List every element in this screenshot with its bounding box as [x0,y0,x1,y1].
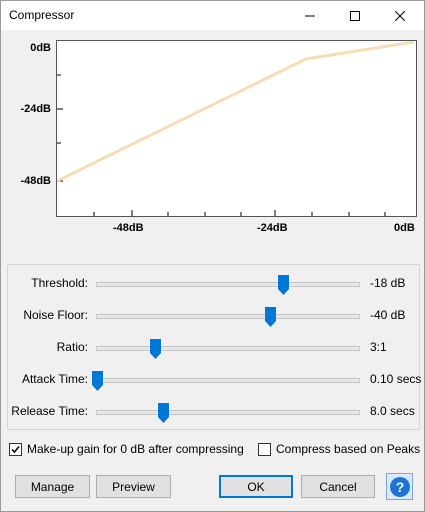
release-time-slider[interactable] [96,403,360,423]
help-button[interactable]: ? [386,473,413,500]
y-axis-label-0db: 0dB [30,42,51,54]
y-axis-label-minus48db: -48dB [20,175,51,187]
noise-floor-value: -40 dB [370,308,406,322]
compress-peaks-checkbox[interactable] [258,442,271,456]
x-ticks [93,210,386,216]
question-icon: ? [389,476,410,497]
noise-floor-row: Noise Floor: -40 dB [8,304,419,328]
attack-time-label: Attack Time: [21,372,88,386]
noise-floor-slider[interactable] [96,307,360,327]
compression-graph-panel: 0dB -24dB -48dB [1,30,424,255]
ratio-row: Ratio: 3:1 [8,336,419,360]
ok-button[interactable]: OK [219,475,293,498]
noise-floor-label: Noise Floor: [23,308,88,322]
manage-button[interactable]: Manage [15,475,90,498]
preview-button[interactable]: Preview [96,475,171,498]
compress-peaks-label[interactable]: Compress based on Peaks [276,442,421,456]
y-ticks [57,74,63,182]
maximize-button[interactable] [332,1,377,30]
checkmark-icon [11,445,20,453]
close-icon [394,10,405,21]
y-axis-label-minus24db: -24dB [20,103,51,115]
release-time-label: Release Time: [11,404,88,418]
maximize-icon [349,10,360,21]
attack-time-value: 0.10 secs [370,372,422,386]
title-bar: Compressor [1,1,424,30]
compress-peaks-option[interactable]: Compress based on Peaks [258,442,420,456]
minimize-icon [304,15,315,16]
attack-time-slider[interactable] [92,371,360,391]
makeup-gain-label[interactable]: Make-up gain for 0 dB after compressing [27,442,244,456]
makeup-gain-option[interactable]: Make-up gain for 0 dB after compressing [9,442,244,456]
threshold-value: -18 dB [370,276,406,290]
attack-time-row: Attack Time: 0.10 secs [8,368,422,392]
makeup-gain-checkbox[interactable] [9,442,22,456]
release-time-slider-thumb[interactable] [157,403,169,423]
release-time-row: Release Time: 8.0 secs [8,400,419,424]
ratio-label: Ratio: [56,340,88,354]
compression-curve-plot [56,40,417,217]
minimize-button[interactable] [287,1,332,30]
compression-curve-svg [56,40,415,216]
x-axis-label-0db: 0dB [394,222,415,234]
parameter-group: Threshold: -18 dB Noise Floor: -40 dB Ra… [7,264,422,430]
x-axis-label-minus48db: -48dB [113,222,144,234]
noise-floor-slider-thumb[interactable] [264,307,276,327]
ratio-value: 3:1 [370,340,387,354]
close-button[interactable] [377,1,422,30]
cancel-button[interactable]: Cancel [301,475,375,498]
ratio-slider[interactable] [96,339,360,359]
ratio-slider-thumb[interactable] [149,339,161,359]
threshold-slider[interactable] [96,275,360,295]
threshold-slider-thumb[interactable] [278,275,290,295]
x-axis-label-minus24db: -24dB [257,222,288,234]
window-title: Compressor [9,8,75,22]
compression-curve-line [56,40,415,183]
release-time-value: 8.0 secs [370,404,415,418]
threshold-label: Threshold: [31,276,88,290]
threshold-row: Threshold: -18 dB [8,272,419,296]
attack-time-slider-thumb[interactable] [92,371,103,391]
svg-text:?: ? [395,479,404,495]
